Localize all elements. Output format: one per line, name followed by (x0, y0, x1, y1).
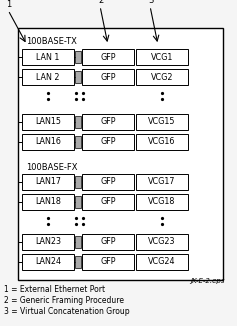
Text: VCG23: VCG23 (148, 238, 176, 246)
Text: VCG1: VCG1 (151, 52, 173, 62)
Text: LAN18: LAN18 (35, 198, 61, 206)
Bar (82, 174, 134, 190)
Text: GFP: GFP (100, 198, 116, 206)
Bar (75, 71, 81, 83)
Bar (22, 69, 74, 85)
Bar (75, 256, 81, 268)
Bar (82, 234, 134, 250)
Text: 2: 2 (98, 0, 103, 5)
Bar (75, 176, 81, 188)
Bar (22, 194, 74, 210)
Text: 3: 3 (148, 0, 153, 5)
Bar (22, 114, 74, 130)
Bar (22, 174, 74, 190)
Bar (82, 194, 134, 210)
Text: GFP: GFP (100, 138, 116, 146)
Bar (22, 234, 74, 250)
Text: LAN24: LAN24 (35, 258, 61, 266)
Bar (75, 236, 81, 248)
Text: LAN23: LAN23 (35, 238, 61, 246)
Bar (75, 196, 81, 208)
Text: GFP: GFP (100, 177, 116, 186)
Text: GFP: GFP (100, 72, 116, 82)
Text: VCG24: VCG24 (148, 258, 176, 266)
Bar (136, 49, 188, 65)
Text: LAN 2: LAN 2 (36, 72, 60, 82)
Bar (82, 134, 134, 150)
Bar (22, 49, 74, 65)
Text: 3 = Virtual Concatenation Group: 3 = Virtual Concatenation Group (4, 307, 130, 316)
Bar (136, 69, 188, 85)
Bar (136, 174, 188, 190)
Text: LAN17: LAN17 (35, 177, 61, 186)
Bar (136, 114, 188, 130)
Bar (75, 116, 81, 128)
Bar (136, 234, 188, 250)
Text: VCG15: VCG15 (148, 117, 176, 126)
Text: 100BASE-TX: 100BASE-TX (26, 37, 77, 46)
Text: GFP: GFP (100, 117, 116, 126)
Text: 1: 1 (6, 0, 11, 9)
Bar (82, 254, 134, 270)
Text: GFP: GFP (100, 258, 116, 266)
Text: 1 = External Ethernet Port: 1 = External Ethernet Port (4, 285, 105, 294)
Text: LAN 1: LAN 1 (36, 52, 60, 62)
Bar (22, 134, 74, 150)
Text: GFP: GFP (100, 238, 116, 246)
Text: VCG17: VCG17 (148, 177, 176, 186)
Text: LAN16: LAN16 (35, 138, 61, 146)
Text: VCG2: VCG2 (151, 72, 173, 82)
Bar (136, 254, 188, 270)
Bar (75, 136, 81, 148)
Bar (82, 49, 134, 65)
Bar (136, 134, 188, 150)
Bar (18, 28, 223, 280)
Bar (82, 69, 134, 85)
Bar (136, 194, 188, 210)
Text: GFP: GFP (100, 52, 116, 62)
Text: 2 = Generic Framing Procedure: 2 = Generic Framing Procedure (4, 296, 124, 305)
Text: JK-E-2.eps: JK-E-2.eps (191, 278, 225, 284)
Text: VCG18: VCG18 (148, 198, 176, 206)
Bar (75, 51, 81, 63)
Text: LAN15: LAN15 (35, 117, 61, 126)
Bar (22, 254, 74, 270)
Text: 100BASE-FX: 100BASE-FX (26, 163, 77, 172)
Bar (82, 114, 134, 130)
Text: VCG16: VCG16 (148, 138, 176, 146)
